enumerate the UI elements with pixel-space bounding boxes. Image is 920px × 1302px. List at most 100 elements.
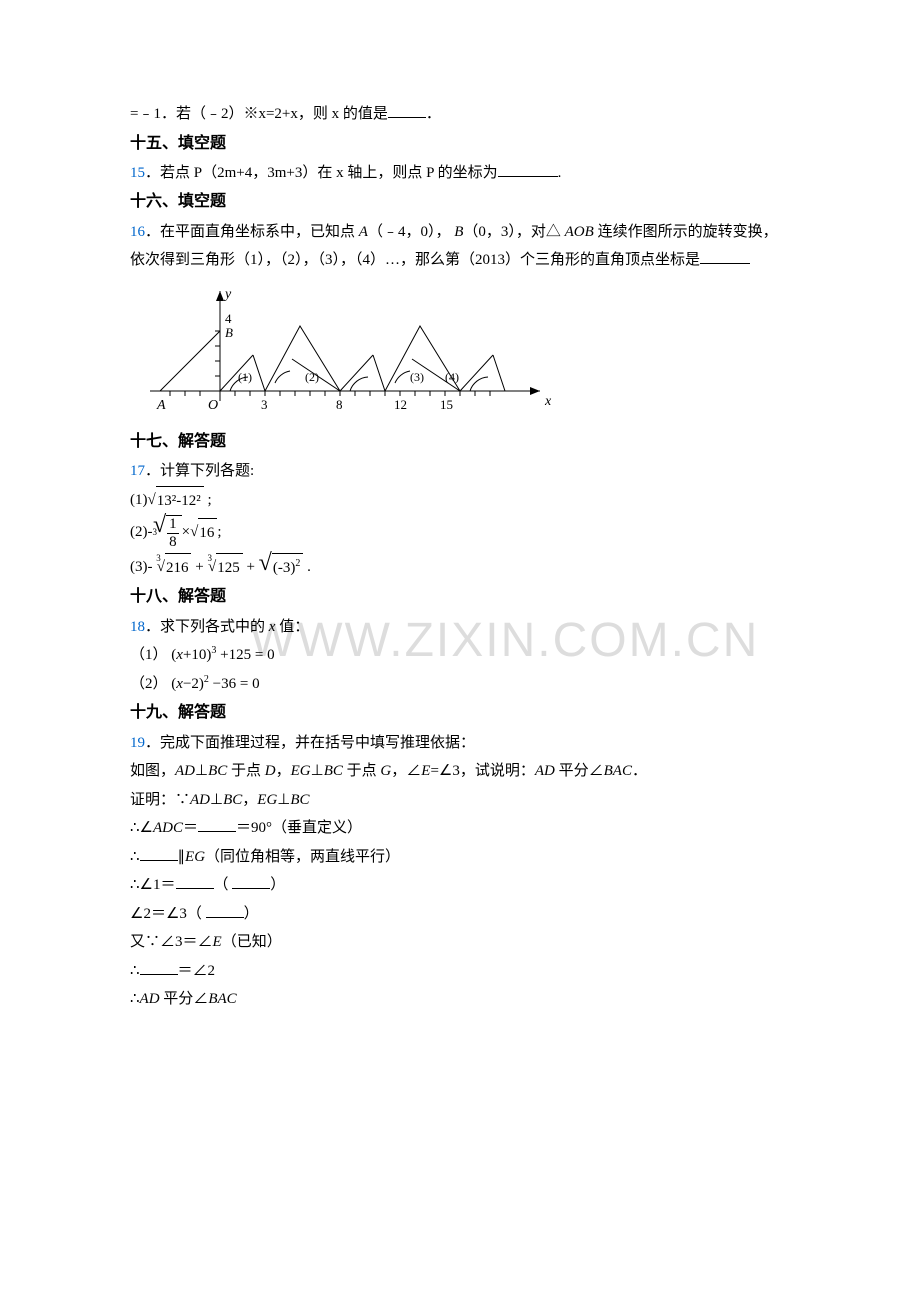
text: ∴∠: [130, 820, 153, 836]
question-number: 15: [130, 165, 145, 181]
text: ．若点 P（2m+4，3m+3）在 x 轴上，则点 P 的坐标为: [145, 165, 498, 181]
text: ;: [217, 518, 221, 547]
blank: [140, 846, 178, 861]
q18-p1: （1） (x+10)3 +125 = 0: [130, 641, 790, 670]
var: D: [265, 763, 276, 779]
q19-l7: 又∵∠3＝∠E（已知）: [130, 928, 790, 957]
var: BAC: [604, 763, 632, 779]
q17-head: 17．计算下列各题:: [130, 457, 790, 486]
label: （2）: [130, 676, 168, 692]
text: +10): [183, 647, 211, 663]
label: (2)-: [130, 518, 153, 547]
q18-head: 18．求下列各式中的 x 值：: [130, 613, 790, 642]
var: x: [269, 619, 276, 635]
svg-text:15: 15: [440, 397, 453, 412]
radicand: 216: [165, 553, 192, 583]
q17-p2: (2)- 3 √18 × √16 ;: [130, 515, 790, 550]
var: AD: [535, 763, 555, 779]
var: ADC: [153, 820, 183, 836]
text: ，∠: [391, 763, 421, 779]
label: (3)-: [130, 559, 153, 575]
section-title-17: 十七、解答题: [130, 427, 790, 457]
section-title-16: 十六、填空题: [130, 187, 790, 217]
var: BC: [208, 763, 227, 779]
text: （已知）: [222, 934, 282, 950]
question-number: 19: [130, 735, 145, 751]
q18-p2: （2） (x−2)2 −36 = 0: [130, 670, 790, 699]
blank: [206, 903, 244, 918]
var: EG: [257, 792, 277, 808]
text: ）: [270, 877, 285, 893]
page-content: =﹣1．若（﹣2）※x=2+x，则 x 的值是． 十五、填空题 15．若点 P（…: [130, 100, 790, 1014]
svg-text:A: A: [156, 398, 166, 413]
svg-text:4: 4: [225, 311, 232, 326]
text: ＝90°（垂直定义）: [236, 820, 362, 836]
var: E: [213, 934, 222, 950]
text: （0，3），对△: [463, 224, 561, 240]
blank: [498, 162, 558, 177]
q15: 15．若点 P（2m+4，3m+3）在 x 轴上，则点 P 的坐标为.: [130, 159, 790, 188]
radicand: 13²-12²: [156, 486, 204, 516]
label: （1）: [130, 647, 168, 663]
text: .: [558, 165, 562, 181]
text: 证明：∵: [130, 792, 190, 808]
text: ∴∠1＝: [130, 877, 176, 893]
var: BC: [324, 763, 343, 779]
var: BC: [290, 792, 309, 808]
text: ∠2＝∠3（: [130, 906, 202, 922]
q19-l9: ∴AD 平分∠BAC: [130, 985, 790, 1014]
q17-p1: (1)√13²-12² ;: [130, 486, 790, 516]
text: B: [454, 224, 463, 240]
text: ．完成下面推理过程，并在括号中填写推理依据：: [145, 735, 475, 751]
q19-l6: ∠2＝∠3（ ）: [130, 900, 790, 929]
blank: [140, 960, 178, 975]
radicand: 125: [216, 553, 243, 583]
rotation-diagram: y x 4 B A O 3 8 12 15 (1) (2) (3) (4): [130, 281, 560, 421]
svg-text:(2): (2): [305, 370, 319, 384]
var: AD: [140, 991, 160, 1007]
text: ，: [276, 763, 291, 779]
q19-l5: ∴∠1＝（ ）: [130, 871, 790, 900]
blank: [388, 103, 426, 118]
text: +125 = 0: [220, 647, 274, 663]
text: 平分∠: [163, 991, 208, 1007]
svg-text:y: y: [223, 287, 232, 302]
section-title-15: 十五、填空题: [130, 129, 790, 159]
text: 如图，: [130, 763, 175, 779]
svg-text:B: B: [225, 325, 233, 340]
question-number: 16: [130, 224, 145, 240]
var: AD: [190, 792, 210, 808]
section-title-19: 十九、解答题: [130, 698, 790, 728]
q16: 16．在平面直角坐标系中，已知点 A（﹣4，0）， B（0，3），对△ AOB …: [130, 218, 790, 275]
svg-text:3: 3: [261, 397, 268, 412]
text: ⊥: [311, 763, 324, 779]
var: EG: [185, 849, 205, 865]
numerator: 1: [167, 516, 179, 534]
q19-head: 19．完成下面推理过程，并在括号中填写推理依据：: [130, 729, 790, 758]
text: ∴: [130, 849, 140, 865]
base: (-3): [273, 560, 296, 576]
svg-text:8: 8: [336, 397, 343, 412]
q19-l1: 如图，AD⊥BC 于点 D，EG⊥BC 于点 G，∠E=∠3，试说明：AD 平分…: [130, 757, 790, 786]
radicand: 16: [198, 518, 217, 548]
text: ＝∠2: [178, 963, 216, 979]
denominator: 8: [167, 534, 179, 551]
text: （同位角相等，两直线平行）: [205, 849, 400, 865]
text: 于点: [347, 763, 377, 779]
text: =﹣1．若（﹣2）※x=2+x，则 x 的值是: [130, 106, 388, 122]
text: 于点: [231, 763, 261, 779]
svg-text:O: O: [208, 398, 218, 413]
text: AOB: [565, 224, 594, 240]
text: ．: [426, 106, 441, 122]
text: ．: [632, 763, 647, 779]
svg-text:(3): (3): [410, 370, 424, 384]
question-number: 17: [130, 463, 145, 479]
text: 又∵∠3＝∠: [130, 934, 213, 950]
q19-l3: ∴∠ADC＝＝90°（垂直定义）: [130, 814, 790, 843]
q19-l8: ∴＝∠2: [130, 957, 790, 986]
op: ×: [182, 518, 190, 547]
blank: [198, 817, 236, 832]
exponent: 3: [211, 645, 216, 656]
var: BAC: [208, 991, 236, 1007]
op: +: [195, 559, 203, 575]
